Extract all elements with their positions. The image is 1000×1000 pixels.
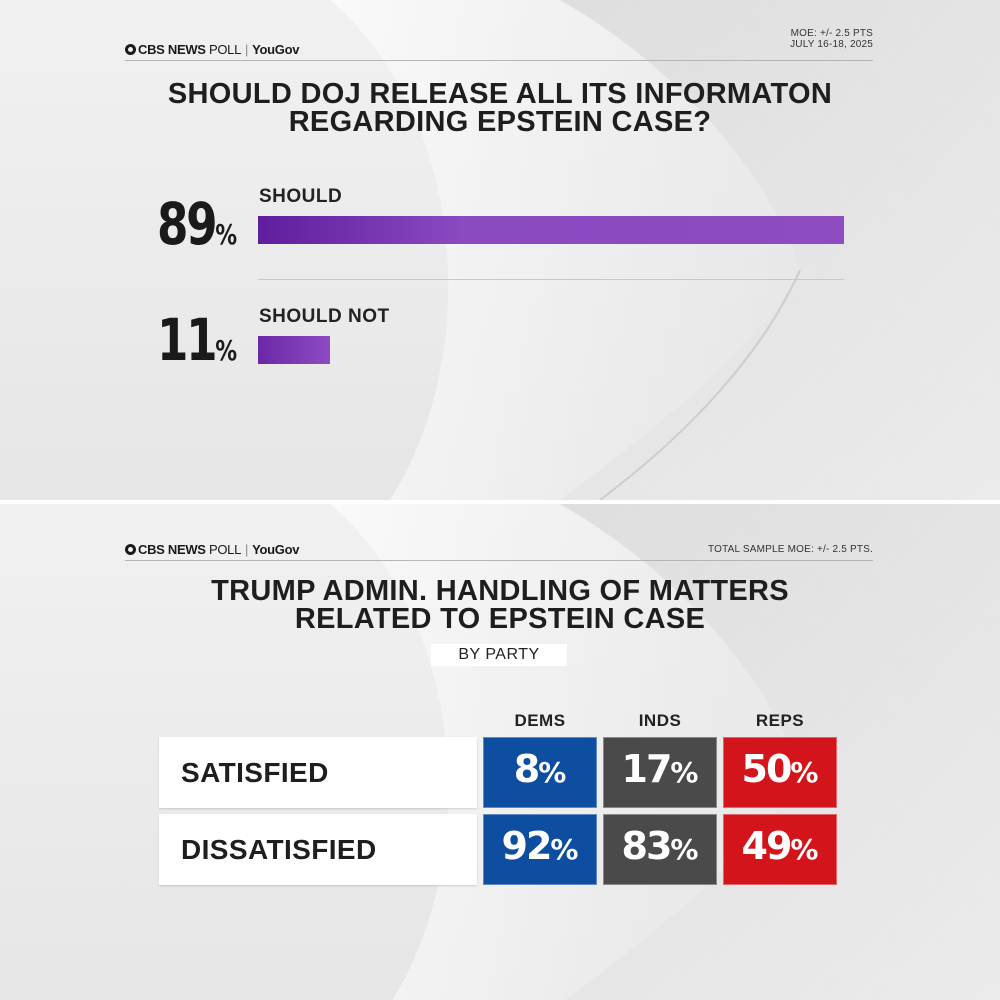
bottom-header: CBS NEWS POLL | YouGov TOTAL SAMPLE MOE: +… (125, 538, 873, 561)
should-percent: 89% (157, 190, 238, 258)
cell-dissatisfied-inds: 83% (603, 814, 717, 885)
should-not-bar (258, 336, 330, 364)
bottom-chart-panel: CBS NEWS POLL | YouGov TOTAL SAMPLE MOE: +… (0, 500, 1000, 1000)
brand-logo: CBS NEWS POLL | YouGov (125, 42, 299, 57)
should-label: SHOULD (259, 186, 343, 207)
cell-value: 50% (741, 747, 819, 791)
cell-value: 92% (501, 824, 579, 868)
chart-title: SHOULD DOJ RELEASE ALL ITS INFORMATON RE… (167, 78, 833, 138)
cbs-eye-icon (125, 544, 136, 555)
moe-text: MOE: +/- 2.5 PTS (790, 28, 873, 39)
cell-value: 8% (513, 747, 567, 791)
divider (258, 279, 844, 280)
cell-satisfied-dems: 8% (483, 737, 597, 808)
cbs-eye-icon (125, 44, 136, 55)
poll-meta: MOE: +/- 2.5 PTS JULY 16-18, 2025 (790, 28, 873, 50)
col-head-inds: INDS (638, 711, 682, 730)
date-text: JULY 16-18, 2025 (790, 39, 873, 50)
col-head-dems: DEMS (514, 711, 566, 730)
cell-dissatisfied-reps: 49% (723, 814, 837, 885)
cell-value: 49% (741, 824, 819, 868)
top-chart-panel: CBS NEWS POLL | YouGov MOE: +/- 2.5 PTS JU… (0, 0, 1000, 500)
top-header: CBS NEWS POLL | YouGov MOE: +/- 2.5 PTS JU… (125, 28, 873, 61)
cell-satisfied-inds: 17% (603, 737, 717, 808)
should-not-label: SHOULD NOT (259, 306, 390, 327)
chart-title: TRUMP ADMIN. HANDLING OF MATTERS RELATED… (211, 575, 789, 635)
by-party-subtitle: BY PARTY (431, 644, 567, 666)
row-label-dissatisfied: DISSATISFIED (159, 814, 477, 885)
should-not-percent: 11% (157, 306, 238, 374)
moe-text: TOTAL SAMPLE MOE: +/- 2.5 PTS. (707, 544, 873, 555)
background-swoosh (330, 0, 1000, 500)
brand-logo: CBS NEWS POLL | YouGov (125, 542, 299, 557)
cell-value: 17% (621, 747, 699, 791)
col-head-reps: REPS (755, 711, 805, 730)
row-label-satisfied: SATISFIED (159, 737, 477, 808)
cell-value: 83% (621, 824, 699, 868)
should-bar (258, 216, 844, 244)
cell-satisfied-reps: 50% (723, 737, 837, 808)
cell-dissatisfied-dems: 92% (483, 814, 597, 885)
